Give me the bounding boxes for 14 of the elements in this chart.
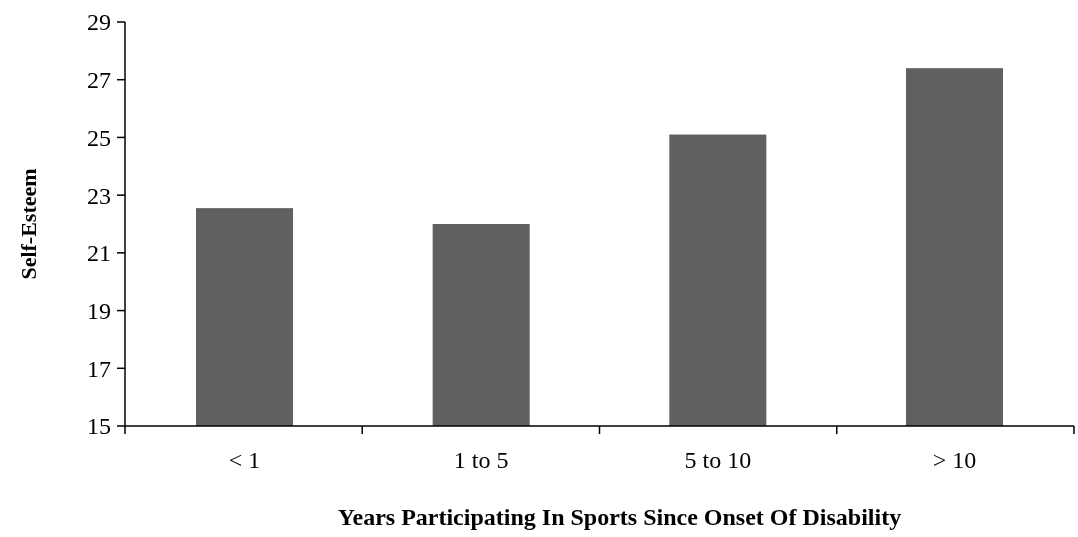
y-tick-label: 17 <box>87 355 111 382</box>
x-tick-label: 5 to 10 <box>684 447 752 473</box>
y-tick-label: 29 <box>87 9 111 36</box>
x-tick-label: > 10 <box>932 447 977 473</box>
y-tick-label: 25 <box>87 124 111 151</box>
y-tick-label: 27 <box>87 67 111 94</box>
y-axis-title: Self-Esteem <box>16 168 41 280</box>
x-tick-label: < 1 <box>228 447 261 473</box>
y-tick-label: 19 <box>87 297 111 324</box>
x-tick-label: 1 to 5 <box>453 447 509 473</box>
y-tick-label: 21 <box>87 240 111 267</box>
y-tick-label: 15 <box>87 413 111 440</box>
x-axis-title: Years Participating In Sports Since Onset Of Disability <box>337 504 902 530</box>
y-tick-label: 23 <box>87 182 111 209</box>
